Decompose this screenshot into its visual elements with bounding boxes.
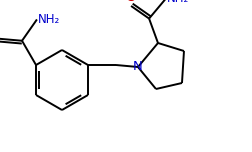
Text: NH₂: NH₂ [38,13,60,26]
Text: O: O [125,0,135,4]
Text: N: N [133,60,143,74]
Text: NH₂: NH₂ [167,0,189,5]
